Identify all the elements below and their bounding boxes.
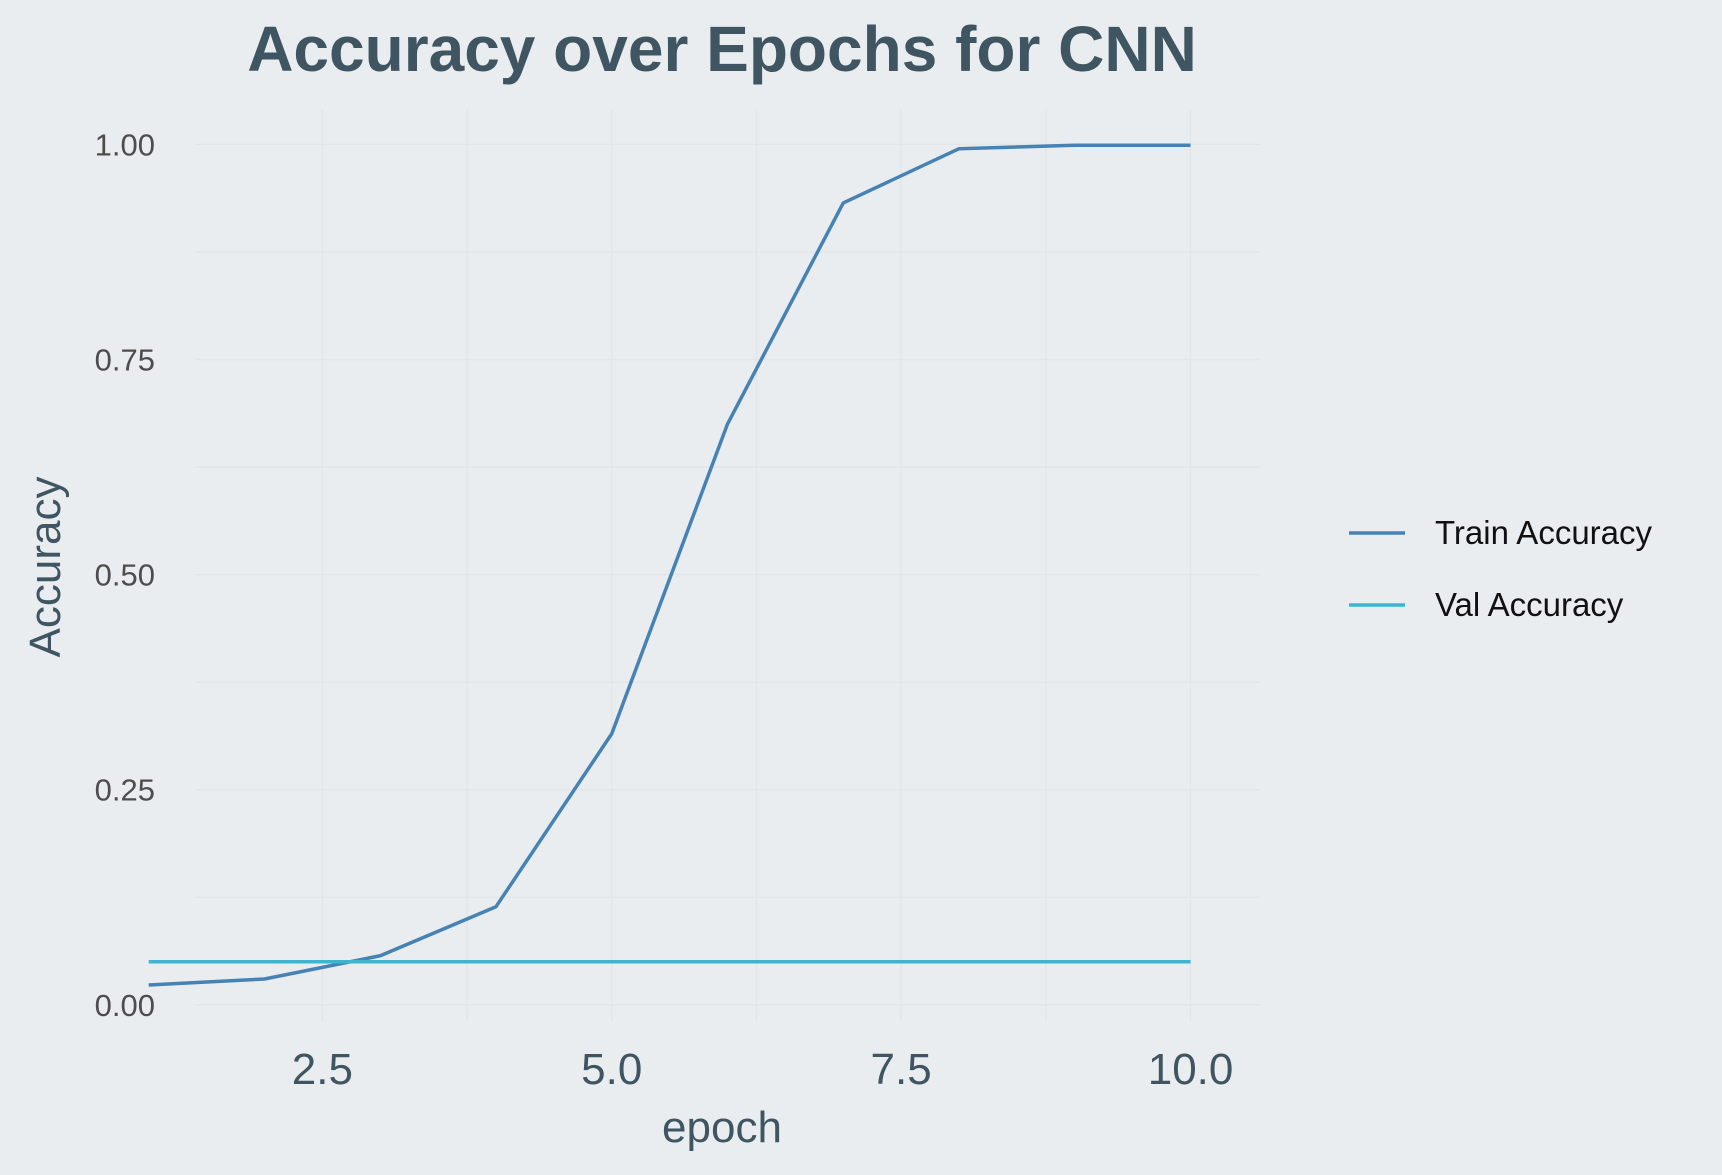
x-axis-ticks: 2.5 5.0 7.5 10.0 [292, 1045, 1234, 1094]
y-tick-label: 0.50 [95, 558, 155, 593]
x-tick-label: 7.5 [871, 1045, 932, 1094]
legend-item: Val Accuracy [1349, 586, 1624, 623]
y-tick-label: 0.25 [95, 773, 155, 808]
series-line-train-accuracy [148, 143, 1191, 987]
legend-item: Train Accuracy [1349, 514, 1653, 551]
x-tick-label: 2.5 [292, 1045, 353, 1094]
y-tick-label: 0.00 [95, 988, 155, 1023]
y-axis-ticks: 0.00 0.25 0.50 0.75 1.00 [95, 127, 155, 1022]
legend: Train Accuracy Val Accuracy [1349, 514, 1653, 623]
y-axis-label: Accuracy [21, 477, 70, 658]
x-axis-label: epoch [662, 1103, 782, 1152]
x-tick-label: 5.0 [581, 1045, 642, 1094]
chart-title: Accuracy over Epochs for CNN [247, 13, 1197, 85]
y-tick-label: 0.75 [95, 343, 155, 378]
legend-label: Train Accuracy [1435, 514, 1653, 551]
legend-label: Val Accuracy [1435, 586, 1624, 623]
x-tick-label: 10.0 [1148, 1045, 1234, 1094]
grid [195, 110, 1260, 1022]
y-tick-label: 1.00 [95, 127, 155, 162]
series-lines [148, 143, 1191, 987]
